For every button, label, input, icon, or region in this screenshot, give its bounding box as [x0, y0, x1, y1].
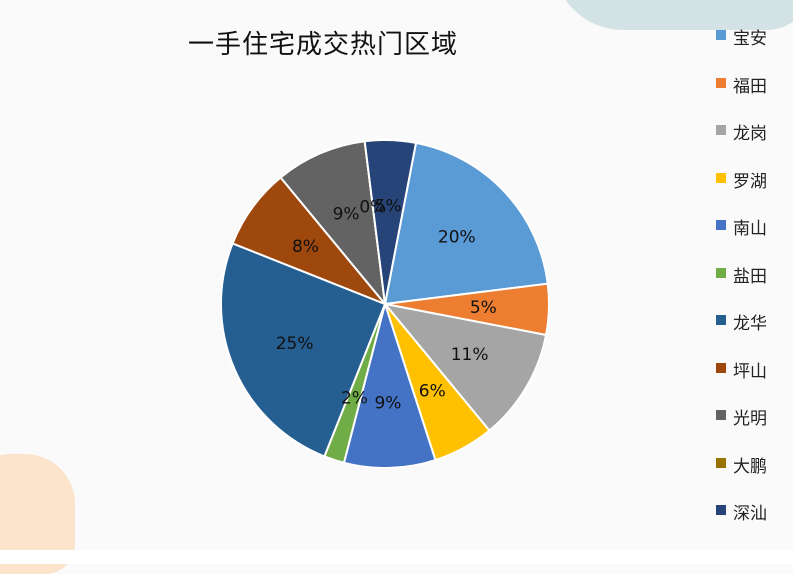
pie-labels: 20%5%11%6%9%2%25%8%9% 0%5% — [276, 197, 497, 414]
slice-label-宝安: 20% — [438, 228, 476, 248]
slice-label-福田: 5% — [470, 298, 497, 318]
legend-label: 坪山 — [733, 361, 767, 382]
chart-title: 一手住宅成交热门区域 — [188, 30, 459, 60]
legend-label: 大鹏 — [733, 456, 767, 477]
legend-item-坪山: 坪山 — [716, 357, 767, 405]
slice-label-龙岗: 11% — [451, 345, 489, 365]
slice-label-盐田: 2% — [341, 389, 368, 409]
legend-swatch — [716, 315, 726, 325]
pie-slice-宝安 — [383, 141, 549, 306]
pie-slice-光明 — [279, 140, 387, 308]
legend-label: 龙岗 — [733, 124, 767, 144]
slice-label-光明: 9% — [333, 205, 360, 225]
legend-label: 福田 — [733, 76, 767, 97]
legend-swatch — [716, 30, 726, 40]
pie-slices — [220, 139, 550, 469]
legend-label: 宝安 — [733, 29, 767, 49]
legend-swatch — [716, 220, 726, 230]
bottom-band — [0, 550, 793, 564]
legend-item-罗湖: 罗湖 — [716, 167, 767, 215]
legend-swatch — [716, 505, 726, 515]
legend-item-盐田: 盐田 — [716, 262, 767, 310]
slice-label-坪山: 8% — [292, 237, 319, 257]
legend: 宝安福田龙岗罗湖南山盐田龙华坪山光明大鹏深汕 — [716, 24, 767, 547]
legend-swatch — [716, 410, 726, 420]
legend-item-大鹏: 大鹏 — [716, 452, 767, 500]
pie-slice-南山 — [342, 300, 437, 469]
slice-label-深汕: 5% — [375, 197, 402, 217]
legend-item-福田: 福田 — [716, 72, 767, 120]
legend-label: 龙华 — [733, 314, 767, 334]
pie-slice-龙岗 — [382, 302, 548, 432]
legend-item-宝安: 宝安 — [716, 24, 767, 72]
legend-label: 南山 — [733, 219, 767, 239]
legend-swatch — [716, 457, 726, 468]
legend-item-南山: 南山 — [716, 214, 767, 262]
legend-item-龙华: 龙华 — [716, 309, 767, 357]
legend-label: 罗湖 — [733, 171, 767, 192]
slice-label-南山: 9% — [374, 393, 401, 413]
legend-item-光明: 光明 — [716, 404, 767, 452]
pie-slice-龙华 — [220, 242, 387, 458]
legend-swatch — [716, 77, 726, 88]
legend-item-龙岗: 龙岗 — [716, 119, 767, 167]
slice-label-大鹏: 0% — [359, 197, 386, 217]
legend-label: 深汕 — [733, 504, 767, 524]
legend-swatch — [716, 362, 726, 373]
legend-item-深汕: 深汕 — [716, 499, 767, 547]
legend-swatch — [716, 267, 726, 278]
legend-swatch — [716, 125, 726, 135]
legend-swatch — [716, 172, 726, 183]
legend-label: 光明 — [733, 409, 767, 429]
slice-label-龙华: 25% — [276, 334, 314, 354]
legend-label: 盐田 — [733, 266, 767, 287]
slice-label-罗湖: 6% — [419, 381, 446, 401]
pie-slice-深汕 — [363, 139, 418, 305]
